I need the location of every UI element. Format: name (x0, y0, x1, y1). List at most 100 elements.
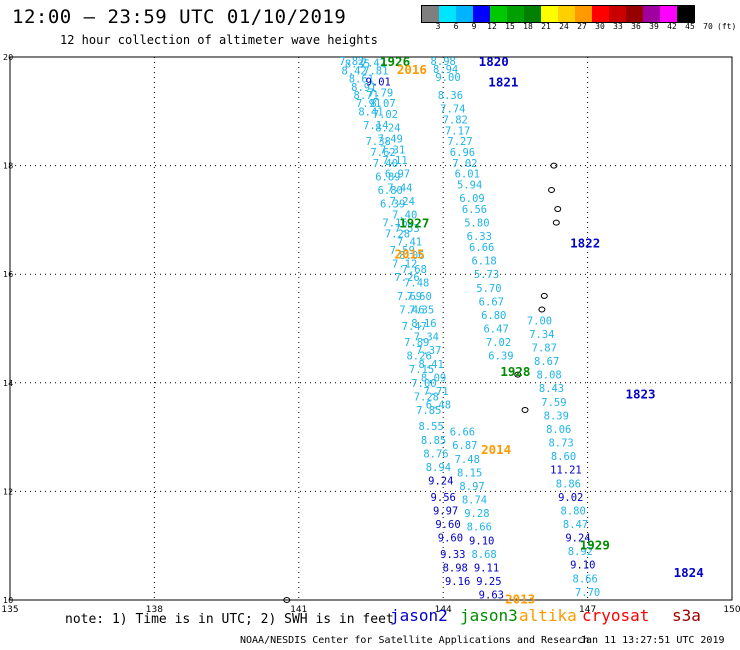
legend-entry-jason3: jason3 (460, 606, 518, 625)
wave-height-value: 8.39 (544, 410, 569, 422)
wave-height-value: 7.59 (390, 245, 415, 257)
wave-height-value: 7.37 (416, 345, 441, 357)
wave-height-value: 7.62 (370, 147, 395, 159)
wave-height-value: 8.98 (443, 562, 468, 574)
wave-height-value: 7.11 (382, 155, 407, 167)
colorbar-tick-label: 36 (631, 22, 641, 31)
plot-frame (9, 56, 733, 601)
wave-height-value: 7.42 (361, 57, 386, 69)
wave-height-value: 6.67 (479, 296, 504, 308)
colorbar-tick-label: 33 (613, 22, 623, 31)
pass-number-label: 1929 (580, 538, 610, 553)
colorbar-swatch (490, 6, 507, 22)
wave-height-value: 8.35 (345, 59, 370, 71)
wave-height-value: 9.24 (565, 533, 590, 545)
chart-title: 12:00 — 23:59 UTC 01/10/2019 (12, 6, 347, 28)
wave-height-value: 6.39 (380, 199, 405, 211)
wave-height-value: 7.69 (397, 291, 422, 303)
colorbar-swatch (541, 6, 558, 22)
pass-number-label: 1821 (488, 74, 518, 89)
wave-height-value: 7.02 (373, 109, 398, 121)
wave-height-value: 7.24 (390, 196, 415, 208)
wave-height-value: 9.10 (570, 560, 595, 572)
wave-height-value: 8.80 (561, 505, 586, 517)
colorbar-tick-label: 70 (703, 22, 713, 31)
wave-height-value: 8.86 (556, 478, 581, 490)
wave-height-value: 7.40 (373, 158, 398, 170)
wave-height-value: 7.70 (575, 587, 600, 599)
wave-height-value: 7.35 (409, 304, 434, 316)
wave-height-value: 7.46 (399, 304, 424, 316)
wave-height-value: 9.60 (435, 519, 460, 531)
colorbar-tick-labels: 3 6 9 12 15 18 21 24 27 30 33 36 39 42 45 70 (421, 22, 740, 34)
wave-height-value: 9.25 (476, 576, 501, 588)
wave-height-value: 7.82 (443, 114, 468, 126)
wave-height-value: 9.11 (474, 562, 499, 574)
x-tick-label: 138 (146, 605, 163, 615)
wave-height-value: 8.85 (421, 435, 446, 447)
wave-height-value: 7.53 (394, 223, 419, 235)
wave-height-value: 8.94 (426, 462, 451, 474)
colorbar-tick-label: 42 (667, 22, 677, 31)
colorbar-swatch (592, 6, 609, 22)
wave-height-value: 8.61 (349, 74, 374, 86)
wave-height-value: 7.34 (529, 329, 554, 341)
wave-height-value: 7.59 (541, 397, 566, 409)
wave-height-value: 6.09 (459, 193, 484, 205)
wave-height-value: 7.14 (363, 120, 388, 132)
wave-height-value: 8.42 (342, 66, 367, 78)
legend-entry-altika: altika (519, 606, 577, 625)
pass-number-label: 2013 (505, 591, 535, 606)
wave-height-value: 9.56 (431, 492, 456, 504)
wave-height-value: 7.27 (447, 136, 472, 148)
wave-height-value: 6.97 (385, 169, 410, 181)
y-tick-label: 18 (3, 162, 13, 171)
wave-height-value: 8.66 (467, 522, 492, 534)
pass-number-label: 1926 (380, 54, 410, 69)
island-outline (521, 406, 529, 413)
wave-height-value: 7.44 (387, 182, 412, 194)
pass-number-label: 1824 (674, 565, 704, 580)
wave-height-value: 7.16 (382, 218, 407, 230)
credit-line: NOAA/NESDIS Center for Satellite Applica… (240, 635, 590, 646)
wave-height-value: 7.48 (455, 454, 480, 466)
wave-height-value: 8.67 (534, 356, 559, 368)
wave-height-value: 8.06 (399, 250, 424, 262)
wave-height-value: 7.34 (414, 332, 439, 344)
wave-height-value: 8.68 (471, 549, 496, 561)
wave-height-value: 9.01 (366, 76, 391, 88)
wave-height-value: 6.47 (483, 324, 508, 336)
wave-height-value: 6.96 (450, 147, 475, 159)
wave-height-value: 6.56 (462, 204, 487, 216)
wave-height-value: 7.74 (440, 104, 465, 116)
wave-height-value: 6.48 (426, 400, 451, 412)
wave-height-value: 8.43 (539, 383, 564, 395)
pass-number-label: 2016 (397, 62, 427, 77)
wave-height-value: 5.80 (464, 218, 489, 230)
x-tick-label: 144 (435, 605, 452, 615)
wave-height-value: 9.63 (479, 590, 504, 602)
wave-height-value: 7.12 (392, 258, 417, 270)
colorbar-swatch (643, 6, 660, 22)
wave-height-value: 9.24 (428, 476, 453, 488)
wave-height-value: 7.26 (394, 272, 419, 284)
x-tick-label: 147 (579, 605, 596, 615)
wave-height-value: 8.08 (536, 370, 561, 382)
wave-height-value: 9.60 (438, 533, 463, 545)
colorbar-tick-label: 12 (487, 22, 497, 31)
wave-height-value: 8.66 (573, 573, 598, 585)
legend-entry-cryosat: cryosat (582, 606, 650, 625)
wave-height-value: 7.41 (397, 237, 422, 249)
chart-subtitle: 12 hour collection of altimeter wave hei… (60, 33, 378, 47)
wave-height-value: 8.36 (438, 90, 463, 102)
island-outline (514, 371, 522, 378)
colorbar-tick-label: 24 (559, 22, 569, 31)
wave-height-value: 8.74 (462, 495, 487, 507)
colorbar-swatch (575, 6, 592, 22)
wave-height-value: 8.07 (370, 98, 395, 110)
wave-height-value: 9.97 (433, 505, 458, 517)
island-outline (552, 219, 560, 226)
wave-height-value: 6.80 (481, 310, 506, 322)
wave-height-value: 8.60 (551, 451, 576, 463)
